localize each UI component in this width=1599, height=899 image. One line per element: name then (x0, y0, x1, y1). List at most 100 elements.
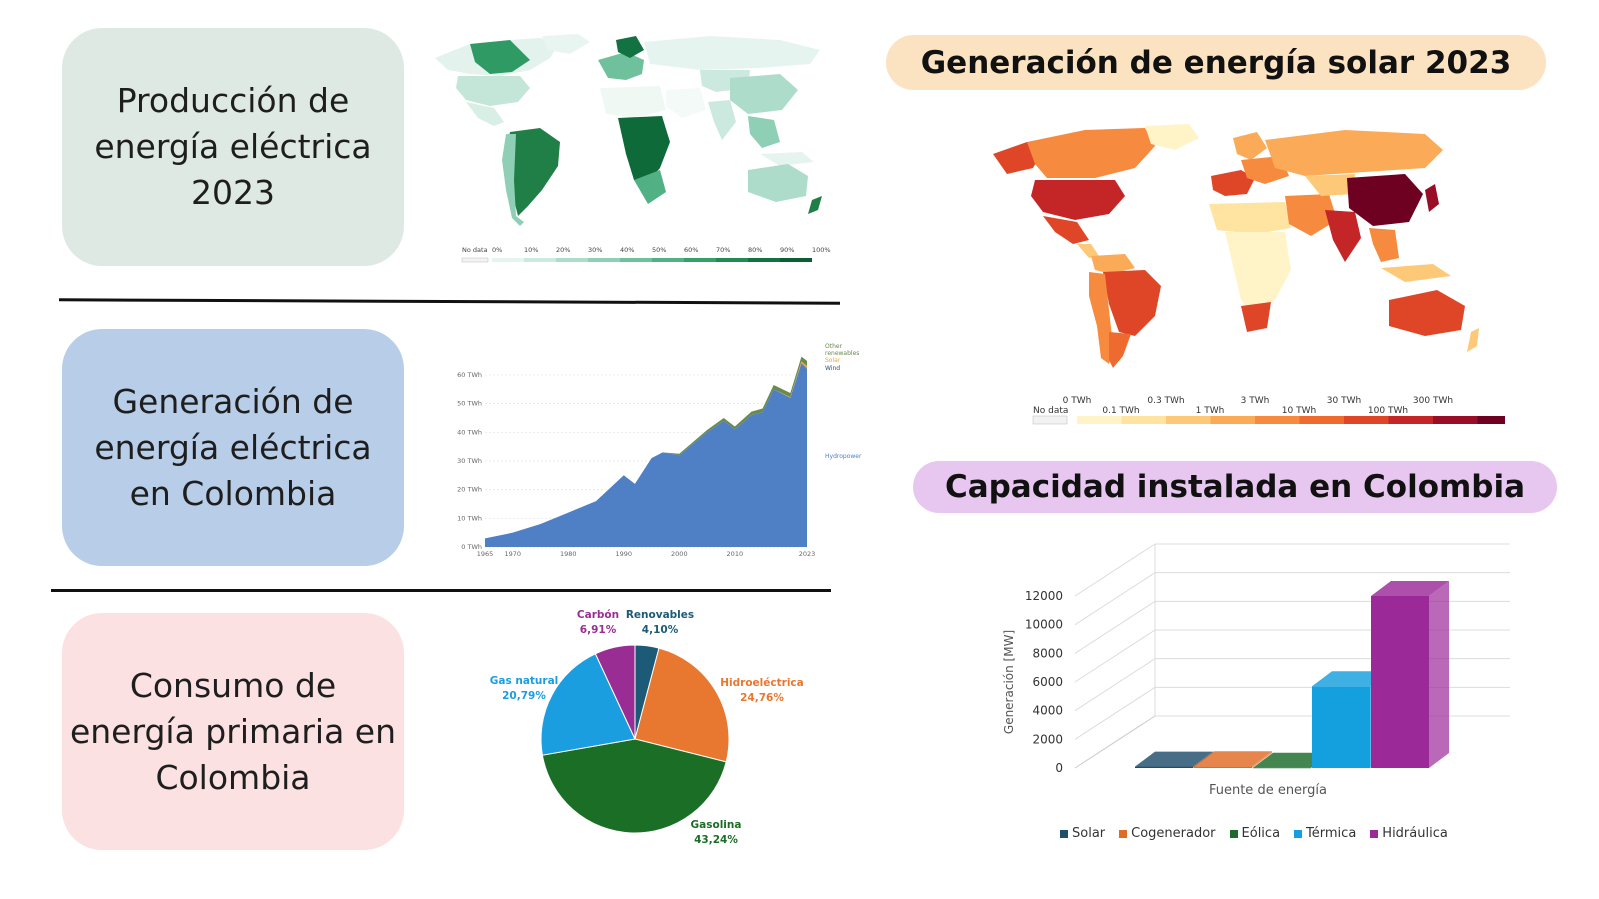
legend-swatch (556, 258, 588, 262)
map-country-mexico (1043, 216, 1089, 244)
legend-swatch (1255, 416, 1300, 424)
map-country-europe-west (1211, 170, 1255, 196)
legend-label: Cogenerador (1131, 826, 1216, 841)
y-tick-label: 2000 (1032, 732, 1063, 746)
legend-item-solar: Solar (1060, 826, 1105, 841)
pie-label-value: 24,76% (740, 692, 784, 704)
y-tick-label: 8000 (1032, 646, 1063, 660)
legend-label-top: 300 TWh (1413, 396, 1453, 406)
bar-top-hidráulica (1371, 581, 1449, 596)
legend-label: 100% (812, 246, 831, 254)
legend-swatch (492, 258, 524, 262)
map-country-india (708, 100, 736, 140)
card-produccion-line-3: 2023 (191, 173, 275, 212)
legend-swatch (780, 258, 812, 262)
map-country-south-africa (1241, 302, 1271, 332)
legend-label: 70% (716, 246, 730, 254)
map-country-brazil (1103, 270, 1161, 336)
legend-swatch (1119, 829, 1128, 838)
map-country-scandinavia (616, 36, 644, 58)
generation-area-chart: 0 TWh 10 TWh 20 TWh 30 TWh 40 TWh 50 TWh 60 TW… (457, 343, 862, 558)
card-generacion-line-3: en Colombia (129, 473, 337, 513)
legend-swatch (1344, 416, 1389, 424)
legend-swatch (1166, 416, 1211, 424)
y-axis-label: Generación [MW] (1002, 630, 1016, 734)
y-tick-label: 50 TWh (457, 400, 482, 408)
map-countries (435, 34, 822, 226)
pie-labels: Renovables 4,10% Hidroeléctrica 24,76% Gasol… (490, 609, 804, 846)
legend-swatch (1210, 416, 1255, 424)
legend-swatch (748, 258, 780, 262)
map-country-canada-east (470, 40, 530, 74)
card-generacion-line-1: Generación de (112, 381, 354, 421)
bar-side-hidráulica (1429, 581, 1449, 768)
map-country-north-africa (1209, 202, 1291, 234)
bar-hidráulica (1371, 596, 1429, 768)
map-country-central-america (1077, 244, 1099, 258)
card-consumo-line-3: Colombia (155, 757, 311, 797)
map-country-africa-central (618, 116, 670, 186)
x-tick-label: 2010 (727, 550, 744, 558)
legend-label: 90% (780, 246, 794, 254)
card-consumo-line-2: energía primaria en (69, 711, 397, 751)
legend-label: Térmica (1306, 826, 1357, 841)
series-label-hydropower: Hydropower (825, 453, 862, 460)
map-country-middle-east (666, 88, 706, 118)
separator-line (51, 589, 831, 592)
y-tick-label: 6000 (1032, 675, 1063, 689)
map-country-andes (1089, 272, 1113, 364)
map-country-africa-south (634, 170, 666, 204)
legend-label: Eólica (1241, 826, 1281, 841)
map-country-russia (1265, 130, 1443, 176)
legend-label: 40% (620, 246, 634, 254)
map-country-venezuela (1091, 254, 1135, 274)
x-tick-label: 2000 (671, 550, 688, 558)
map-country-se-asia (1369, 228, 1399, 262)
map-country-andes (502, 134, 524, 226)
map-country-usa (1031, 180, 1125, 220)
grid-line-depth (1074, 629, 1156, 683)
legend-label-bottom: 10 TWh (1282, 406, 1316, 416)
legend-swatch (1370, 829, 1379, 838)
legend-item-térmica: Térmica (1294, 826, 1356, 841)
map-country-central-africa (1225, 232, 1291, 316)
pie-label-name: Hidroeléctrica (720, 677, 803, 689)
pie-slices (540, 644, 730, 834)
map-country-greenland (542, 34, 590, 54)
legend-label: 10% (524, 246, 538, 254)
bar-cogenerador (1194, 766, 1252, 768)
pie-slice-2 (541, 738, 727, 834)
map-country-indonesia (1381, 264, 1451, 282)
legend-swatch (1077, 416, 1122, 424)
legend-swatch (716, 258, 748, 262)
map-country-new-zealand (808, 196, 822, 214)
pie-slice-1 (634, 647, 730, 763)
legend-label-no-data: No data (462, 246, 488, 254)
y-tick-label: 0 TWh (461, 543, 482, 551)
y-tick-label: 20 TWh (457, 486, 482, 494)
legend-item-eólica: Eólica (1229, 826, 1281, 841)
legend-swatch (1433, 416, 1478, 424)
legend-label: 80% (748, 246, 762, 254)
x-tick-label: 1965 (477, 550, 494, 558)
map-country-middle-east (1285, 194, 1337, 236)
x-tick-label: 1980 (560, 550, 577, 558)
y-tick-label: 4000 (1032, 704, 1063, 718)
map-country-africa-north (600, 86, 666, 118)
x-tick-label: 2023 (799, 550, 816, 558)
map-country-japan (1425, 184, 1439, 212)
pie-label-name: Gasolina (691, 819, 742, 831)
legend-swatch (1229, 829, 1238, 838)
legend-label: 20% (556, 246, 570, 254)
legend-swatch (524, 258, 556, 262)
capacity-title: Capacidad instalada en Colombia (913, 461, 1557, 513)
renewable-share-map: No data 0% 10% 20% 30% 40% 50% 60% 70% 80% 90% 100% (435, 34, 831, 263)
map-country-india (1325, 210, 1361, 262)
y-tick-label: 12000 (1025, 589, 1063, 603)
legend-swatch (1294, 829, 1303, 838)
pie-slice-4 (594, 644, 636, 740)
map-country-china (730, 74, 798, 114)
legend-swatch-no-data (1032, 415, 1068, 425)
